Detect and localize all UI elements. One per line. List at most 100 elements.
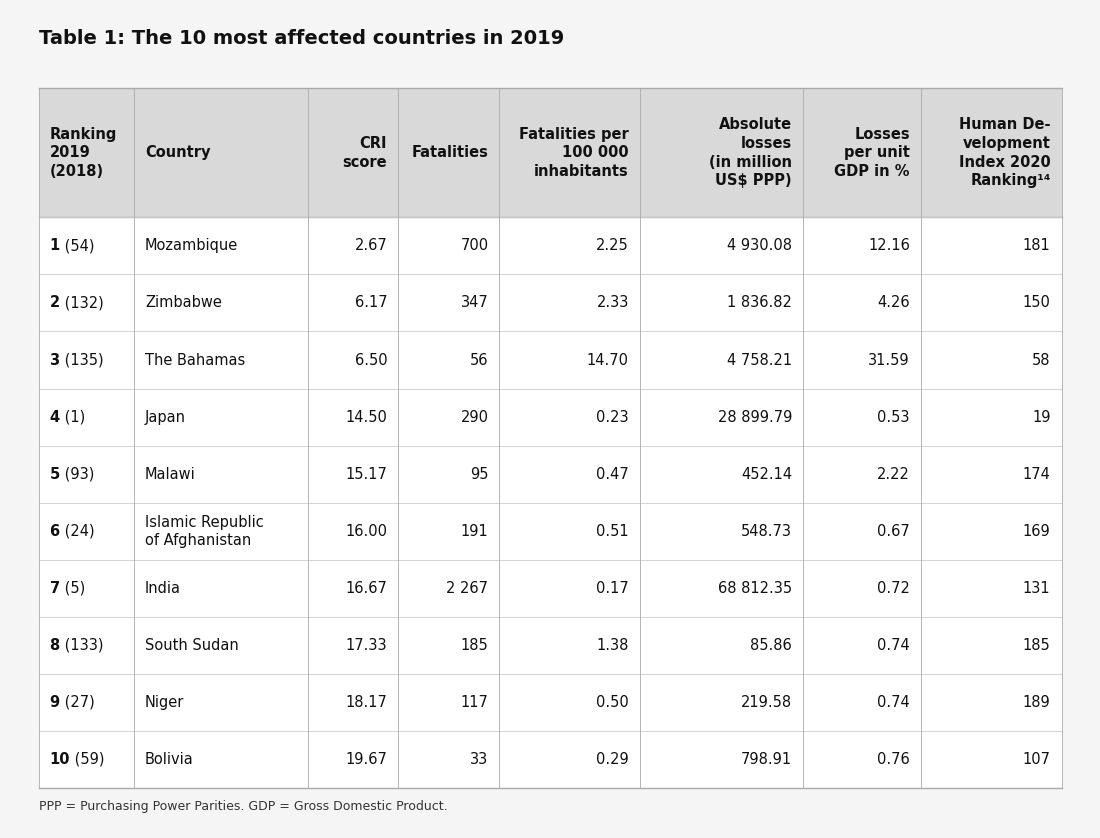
Text: 12.16: 12.16 [868, 239, 910, 253]
Text: (1): (1) [59, 410, 85, 425]
Bar [803, 275, 921, 332]
Bar [398, 617, 499, 674]
Bar [640, 88, 803, 217]
Text: The Bahamas: The Bahamas [145, 353, 245, 368]
Text: 0.67: 0.67 [877, 524, 910, 539]
Text: 7: 7 [50, 581, 59, 596]
Text: 85.86: 85.86 [750, 638, 792, 653]
Bar [134, 617, 308, 674]
Bar [134, 731, 308, 788]
Bar [398, 731, 499, 788]
Bar [640, 731, 803, 788]
Text: Fatalities: Fatalities [411, 145, 488, 160]
Text: 798.91: 798.91 [740, 752, 792, 767]
Text: 4: 4 [50, 410, 59, 425]
Text: 2.33: 2.33 [596, 296, 629, 311]
Bar [134, 560, 308, 617]
Bar [39, 88, 134, 217]
Text: 185: 185 [461, 638, 488, 653]
Text: 700: 700 [460, 239, 488, 253]
Text: Islamic Republic
of Afghanistan: Islamic Republic of Afghanistan [145, 515, 264, 547]
Bar [499, 731, 640, 788]
Text: India: India [145, 581, 182, 596]
Bar [308, 389, 398, 446]
Text: Bolivia: Bolivia [145, 752, 194, 767]
Text: Losses
per unit
GDP in %: Losses per unit GDP in % [835, 127, 910, 178]
Text: 181: 181 [1023, 239, 1050, 253]
Bar [398, 560, 499, 617]
Text: 6.50: 6.50 [354, 353, 387, 368]
Text: 185: 185 [1023, 638, 1050, 653]
Bar [499, 88, 640, 217]
Text: Malawi: Malawi [145, 467, 196, 482]
Bar [308, 503, 398, 560]
Text: (5): (5) [59, 581, 85, 596]
Bar [921, 446, 1062, 503]
Text: 0.74: 0.74 [877, 695, 910, 710]
Text: 0.50: 0.50 [596, 695, 629, 710]
Bar [308, 674, 398, 731]
Text: (132): (132) [59, 296, 103, 311]
Text: 3: 3 [50, 353, 59, 368]
Bar [921, 731, 1062, 788]
Bar [803, 389, 921, 446]
Text: 16.67: 16.67 [345, 581, 387, 596]
Text: 0.53: 0.53 [878, 410, 910, 425]
Text: 2.25: 2.25 [596, 239, 629, 253]
Bar [921, 389, 1062, 446]
Bar [39, 275, 134, 332]
Text: 174: 174 [1023, 467, 1050, 482]
Bar [499, 217, 640, 275]
Text: 219.58: 219.58 [740, 695, 792, 710]
Bar [640, 275, 803, 332]
Bar [134, 446, 308, 503]
Bar [803, 446, 921, 503]
Text: (93): (93) [59, 467, 95, 482]
Bar [308, 731, 398, 788]
Bar [803, 731, 921, 788]
Bar [134, 503, 308, 560]
Text: 9: 9 [50, 695, 59, 710]
Bar [640, 332, 803, 389]
Bar [398, 674, 499, 731]
Text: Ranking
2019
(2018): Ranking 2019 (2018) [50, 127, 117, 178]
Text: 548.73: 548.73 [741, 524, 792, 539]
Text: 2 267: 2 267 [447, 581, 488, 596]
Bar [921, 217, 1062, 275]
Bar [803, 332, 921, 389]
Text: 31.59: 31.59 [868, 353, 910, 368]
Text: 19: 19 [1032, 410, 1050, 425]
Bar [499, 674, 640, 731]
Text: 17.33: 17.33 [345, 638, 387, 653]
Text: 0.17: 0.17 [596, 581, 629, 596]
Bar [640, 560, 803, 617]
Bar [803, 560, 921, 617]
Text: 33: 33 [470, 752, 488, 767]
Bar [134, 217, 308, 275]
Bar [398, 88, 499, 217]
Text: Niger: Niger [145, 695, 185, 710]
Bar [499, 332, 640, 389]
Bar [308, 217, 398, 275]
Text: 1 836.82: 1 836.82 [727, 296, 792, 311]
Text: 10: 10 [50, 752, 70, 767]
Text: 5: 5 [50, 467, 59, 482]
Text: 191: 191 [461, 524, 488, 539]
Bar [39, 389, 134, 446]
Bar [134, 674, 308, 731]
Bar [398, 217, 499, 275]
Bar [308, 332, 398, 389]
Bar [39, 503, 134, 560]
Bar [308, 88, 398, 217]
Text: 15.17: 15.17 [345, 467, 387, 482]
Bar [921, 88, 1062, 217]
Bar [921, 560, 1062, 617]
Bar [398, 503, 499, 560]
Bar [134, 389, 308, 446]
Bar [499, 560, 640, 617]
Text: (59): (59) [70, 752, 104, 767]
Text: 19.67: 19.67 [345, 752, 387, 767]
Bar [499, 389, 640, 446]
Text: 6: 6 [50, 524, 59, 539]
Text: 28 899.79: 28 899.79 [717, 410, 792, 425]
